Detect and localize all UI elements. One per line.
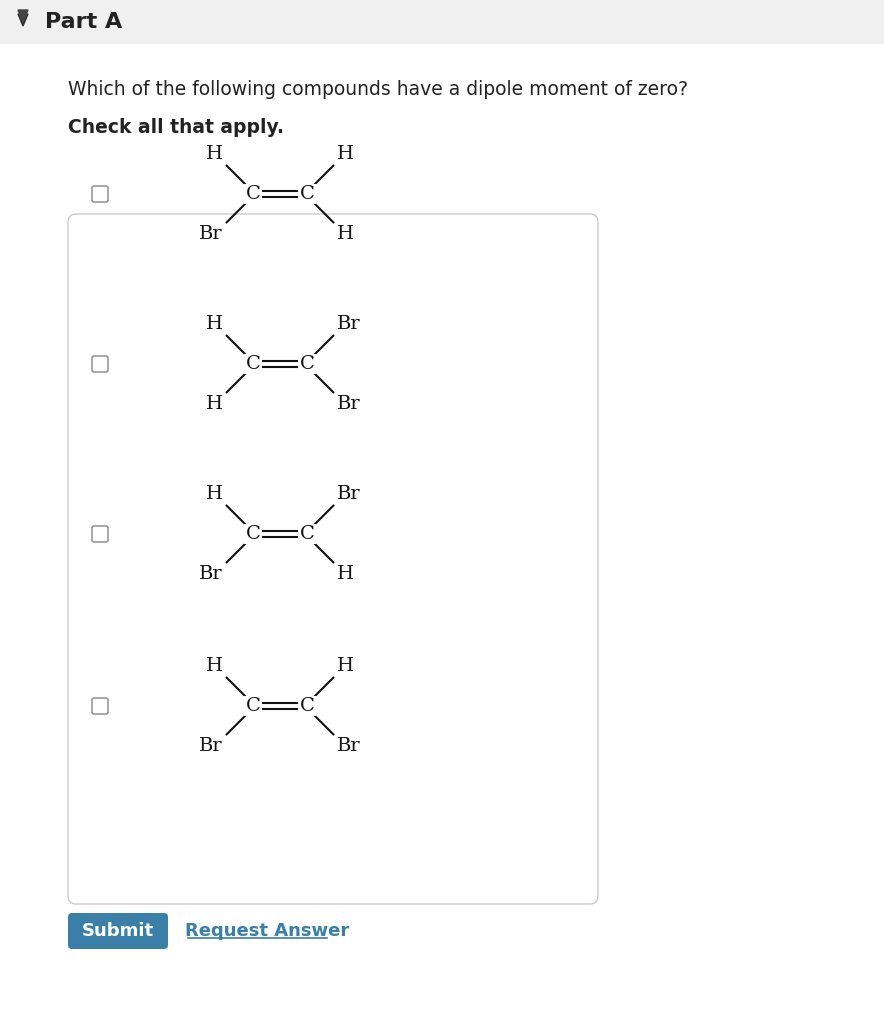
Text: Part A: Part A bbox=[45, 12, 122, 32]
Text: H: H bbox=[206, 314, 223, 333]
Polygon shape bbox=[18, 14, 28, 26]
Text: Br: Br bbox=[199, 737, 223, 756]
Text: Br: Br bbox=[338, 395, 361, 414]
Text: C: C bbox=[300, 355, 315, 373]
FancyBboxPatch shape bbox=[92, 698, 108, 714]
FancyBboxPatch shape bbox=[92, 186, 108, 202]
Text: H: H bbox=[338, 144, 354, 163]
FancyBboxPatch shape bbox=[0, 0, 884, 44]
Text: C: C bbox=[246, 697, 261, 715]
Text: H: H bbox=[206, 484, 223, 503]
Polygon shape bbox=[18, 10, 28, 22]
FancyBboxPatch shape bbox=[68, 913, 168, 949]
Text: Br: Br bbox=[338, 484, 361, 503]
Text: Br: Br bbox=[338, 314, 361, 333]
Text: Request Answer: Request Answer bbox=[185, 922, 349, 940]
Text: Which of the following compounds have a dipole moment of zero?: Which of the following compounds have a … bbox=[68, 80, 688, 99]
FancyBboxPatch shape bbox=[68, 214, 598, 904]
Text: Check all that apply.: Check all that apply. bbox=[68, 118, 284, 137]
Text: Br: Br bbox=[199, 225, 223, 244]
Text: H: H bbox=[206, 395, 223, 414]
Text: C: C bbox=[300, 525, 315, 543]
Text: C: C bbox=[246, 525, 261, 543]
Text: H: H bbox=[338, 656, 354, 675]
Text: H: H bbox=[206, 144, 223, 163]
Text: H: H bbox=[338, 225, 354, 244]
FancyBboxPatch shape bbox=[92, 356, 108, 372]
Text: H: H bbox=[338, 565, 354, 584]
FancyBboxPatch shape bbox=[0, 44, 884, 1024]
Text: Br: Br bbox=[338, 737, 361, 756]
Text: C: C bbox=[300, 697, 315, 715]
Text: C: C bbox=[246, 355, 261, 373]
Text: Submit: Submit bbox=[82, 922, 154, 940]
Text: C: C bbox=[300, 185, 315, 203]
Text: C: C bbox=[246, 185, 261, 203]
Text: H: H bbox=[206, 656, 223, 675]
FancyBboxPatch shape bbox=[92, 526, 108, 542]
Text: Br: Br bbox=[199, 565, 223, 584]
